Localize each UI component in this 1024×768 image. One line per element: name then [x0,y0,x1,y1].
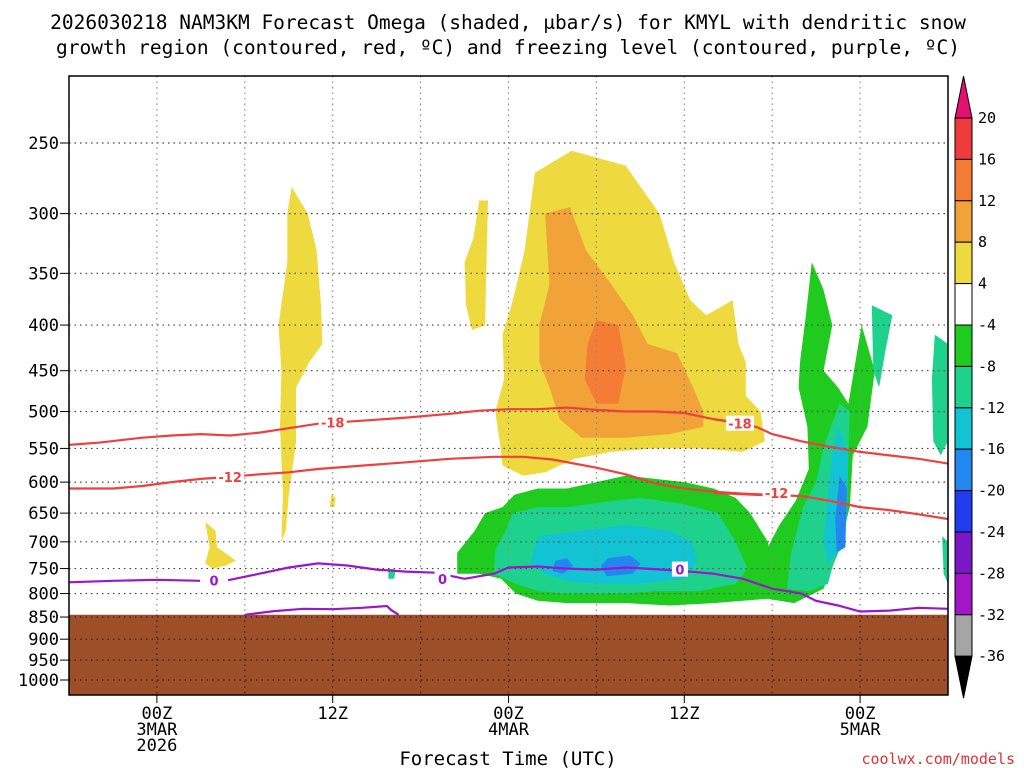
omega-region-descent-right-blue [835,475,847,553]
red-contour-label: -18 [321,417,345,432]
omega-region-ascent-plume-18z [464,200,488,330]
colorbar: 20 16 12 8 4 -4 -8 -12 -16 -20 -24 -28 -32 -36 [954,75,1005,699]
y-tick-label-1000: 1000 [18,671,59,691]
x-tick-label: 12Z [317,704,348,724]
x-tick-label: 2026 [136,736,177,756]
purple-contour-label: 0 [438,573,447,588]
omega-region-ascent-upper-core [584,320,626,404]
colorbar-arrow-top [954,75,973,119]
x-tick-label: 12Z [669,704,700,724]
y-tick-label-550: 550 [28,439,59,459]
red-contour-label: -12 [765,487,789,502]
chart-title-line-2: growth region (contoured, red, ºC) and f… [56,36,960,59]
colorbar-label: 16 [978,150,996,168]
x-tick-label: 00Z [142,704,173,724]
y-tick-label-700: 700 [28,533,59,553]
colorbar-box [954,572,973,616]
y-tick-label-250: 250 [28,134,59,154]
colorbar-box [954,324,973,367]
colorbar-box [954,117,973,160]
red-label-bg [318,414,347,430]
omega-region-ascent-upper-orange [539,207,704,438]
colorbar-label: -28 [978,564,1005,582]
y-tick-label-650: 650 [28,504,59,524]
red-contour-line [69,455,948,521]
omega-region-descent-edge-a [931,334,948,456]
x-tick-label: 4MAR [488,720,530,740]
omega-region-descent-low-blue-a [552,558,573,574]
y-tick-label-800: 800 [28,585,59,605]
red-label-bg [762,484,791,500]
ground-below-surface [69,614,948,695]
chart-title-line-1: 2026030218 NAM3KM Forecast Omega (shaded… [50,11,966,34]
temperature-contours [69,406,948,616]
colorbar-label: -20 [978,482,1005,500]
y-axis-pressure-ticks: 2503003504004505005506006507007508008509… [18,134,69,691]
credit-text: coolwx.com/models [861,750,1015,768]
colorbar-box [954,283,973,326]
x-axis-label: Forecast Time (UTC) [399,748,616,768]
purple-contour-line [69,562,948,613]
y-tick-label-400: 400 [28,316,59,336]
y-tick-label-900: 900 [28,630,59,650]
colorbar-box [954,490,973,533]
x-tick-label: 00Z [845,704,876,724]
colorbar-label: 8 [978,233,987,251]
purple-contour-line [244,604,400,616]
omega-region-descent-right-band [764,262,875,604]
colorbar-box [954,531,973,574]
red-contour-line [713,491,773,497]
y-tick-label-600: 600 [28,473,59,493]
purple-label-bg [200,572,229,588]
x-tick-label: 00Z [493,704,524,724]
colorbar-label: -16 [978,440,1005,458]
red-label-bg [216,468,245,484]
y-tick-label-950: 950 [28,651,59,671]
colorbar-box [954,448,973,492]
y-tick-label-350: 350 [28,264,59,284]
omega-region-descent-low-blue-b [600,555,641,577]
colorbar-box [954,365,973,409]
red-label-bg [725,415,754,431]
omega-region-ascent-small-06z [205,522,236,569]
x-tick-label: 5MAR [840,720,882,740]
y-tick-label-850: 850 [28,608,59,628]
colorbar-label: 20 [978,109,996,127]
colorbar-box [954,241,973,285]
purple-contour-label: 0 [675,564,684,579]
colorbar-label: -12 [978,399,1005,417]
colorbar-label: 12 [978,192,996,210]
x-tick-label: 3MAR [136,720,178,740]
y-tick-label-450: 450 [28,362,59,382]
colorbar-label: -4 [978,316,996,334]
purple-contour-label: 0 [210,574,219,589]
omega-region-descent-edge-c [942,536,948,584]
omega-region-descent-edge-b [871,305,893,388]
y-tick-label-750: 750 [28,560,59,580]
red-contour-label: -12 [218,471,242,486]
colorbar-box [954,614,973,657]
omega-region-ascent-plume-12z [278,186,323,542]
colorbar-label: -8 [978,357,996,375]
colorbar-label: 4 [978,275,987,293]
colorbar-box [954,200,973,243]
colorbar-label: -36 [978,647,1005,665]
colorbar-box [954,158,973,202]
red-contour-line [69,406,948,465]
y-tick-label-300: 300 [28,205,59,225]
colorbar-label: -32 [978,606,1005,624]
red-contour-label: -18 [728,418,752,433]
colorbar-label: -24 [978,523,1005,541]
extra-label-bg [434,570,451,586]
y-tick-label-500: 500 [28,403,59,423]
contour-labels: -18 -18 -12 -12 0 0 0 [200,414,791,589]
extra-label-bg [671,561,688,577]
colorbar-box [954,407,973,450]
colorbar-arrow-bottom [954,655,973,699]
